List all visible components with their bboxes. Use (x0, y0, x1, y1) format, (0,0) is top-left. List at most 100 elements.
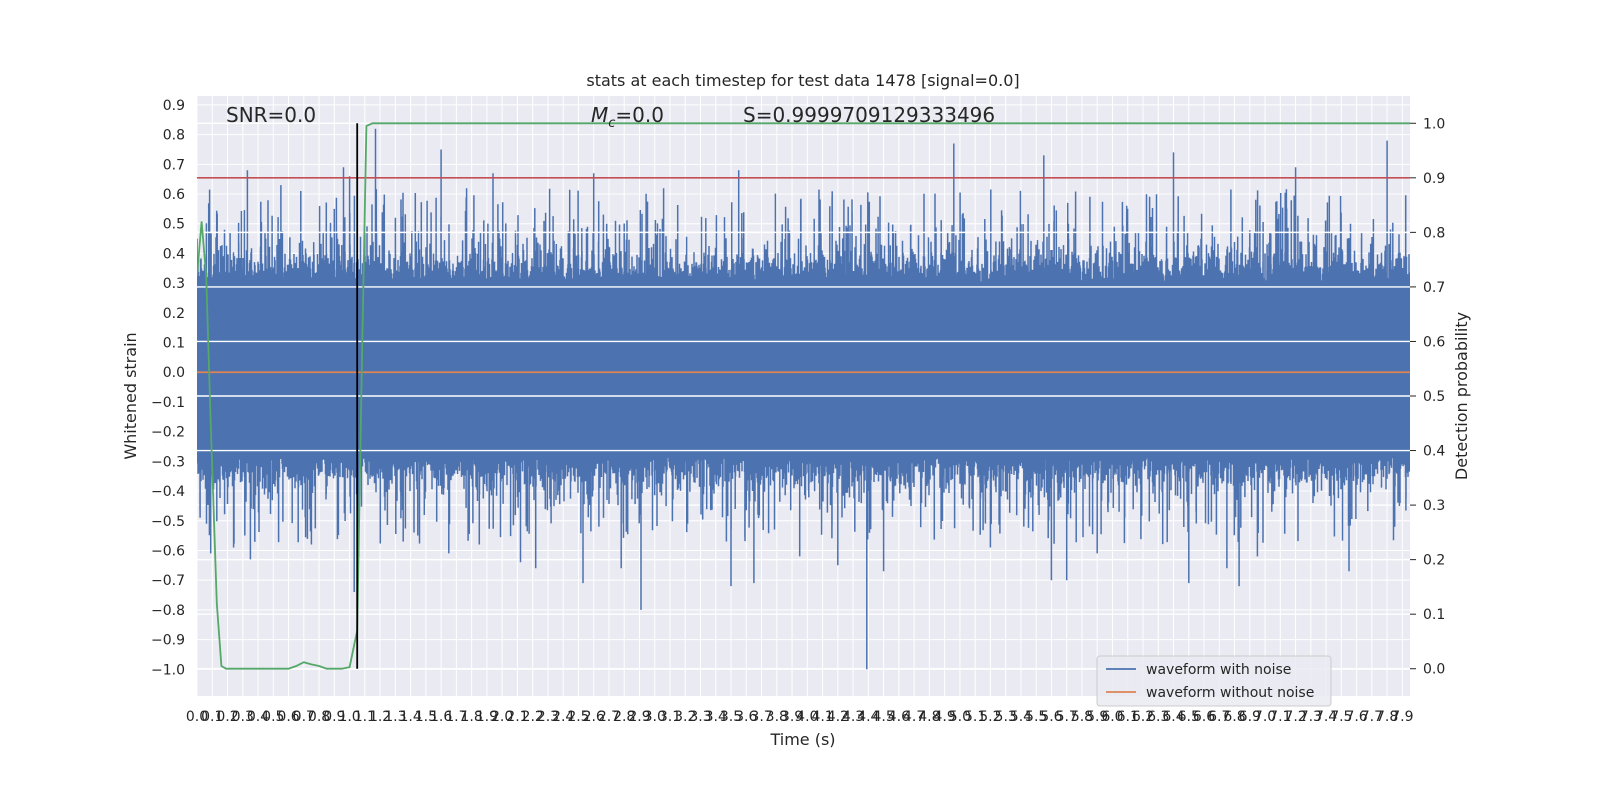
x-axis-label: Time (s) (769, 730, 835, 749)
y-tick-label: 0.5 (163, 217, 185, 233)
x-tick-label: 1.2 (369, 709, 391, 725)
x-tick-label: 1.5 (415, 709, 437, 725)
x-tick-label: 2.2 (522, 709, 544, 725)
x-tick-label: 0.9 (323, 709, 345, 725)
y-tick-label: 0.8 (163, 128, 185, 144)
y-tick-label: −0.8 (151, 603, 185, 619)
y2-tick-label: 0.4 (1423, 444, 1445, 460)
y-tick-label: 0.9 (163, 98, 185, 114)
y-tick-label: −0.7 (151, 573, 185, 589)
y2-axis-label: Detection probability (1452, 312, 1471, 480)
y2-tick-label: 0.8 (1423, 225, 1445, 241)
x-tick-label: 5.6 (1040, 709, 1062, 725)
y-tick-label: −0.3 (151, 454, 185, 470)
y-tick-label: 0.2 (163, 306, 185, 322)
x-tick-label: 7.3 (1300, 709, 1322, 725)
x-tick-label: 0.5 (262, 709, 284, 725)
y2-tick-label: 0.1 (1423, 607, 1445, 623)
x-tick-label: 5.8 (1071, 709, 1093, 725)
snr-annotation: SNR=0.0 (226, 103, 316, 127)
x-tick-label: 5.7 (1056, 709, 1078, 725)
y-tick-label: 0.6 (163, 187, 185, 203)
legend: waveform with noise waveform without noi… (1096, 655, 1332, 707)
y2-axis-ticks: 0.0 0.1 0.2 0.3 0.4 0.5 0.6 0.7 0.8 0.9 1.0 (1410, 116, 1445, 678)
x-tick-label: 6.0 (1101, 709, 1123, 725)
x-tick-label: 6.9 (1239, 709, 1261, 725)
x-tick-label: 2.0 (491, 709, 513, 725)
y-tick-label: −1.0 (151, 662, 185, 678)
x-tick-label: 0.4 (247, 709, 269, 725)
y-tick-label: −0.4 (151, 484, 185, 500)
x-tick-label: 3.5 (720, 709, 742, 725)
x-tick-label: 4.3 (842, 709, 864, 725)
x-tick-label: 3.8 (766, 709, 788, 725)
y2-tick-label: 0.9 (1423, 171, 1445, 187)
x-tick-label: 7.4 (1315, 709, 1337, 725)
x-tick-label: 0.7 (293, 709, 315, 725)
x-axis-ticks: 0.00.10.20.30.40.50.60.70.80.91.01.11.21… (186, 709, 1414, 725)
y-tick-label: 0.4 (163, 246, 185, 262)
x-tick-label: 0.2 (216, 709, 238, 725)
x-tick-label: 7.8 (1376, 709, 1398, 725)
legend-label-noise: waveform with noise (1146, 662, 1291, 678)
x-tick-label: 4.1 (811, 709, 833, 725)
legend-label-clean: waveform without noise (1146, 685, 1314, 701)
x-tick-label: 6.8 (1223, 709, 1245, 725)
x-tick-label: 1.0 (338, 709, 360, 725)
y-tick-label: 0.0 (163, 365, 185, 381)
y2-tick-label: 0.2 (1423, 553, 1445, 569)
x-tick-label: 5.4 (1010, 709, 1032, 725)
x-tick-label: 0.8 (308, 709, 330, 725)
x-tick-label: 1.3 (384, 709, 406, 725)
y2-tick-label: 0.7 (1423, 280, 1445, 296)
chirp-mass-annotation: Mc=0.0 (591, 103, 664, 131)
x-tick-label: 6.7 (1208, 709, 1230, 725)
y-axis-ticks: −1.0 −0.9 −0.8 −0.7 −0.6 −0.5 −0.4 −0.3 −0.2 −0.1… (151, 98, 185, 678)
x-tick-label: 3.3 (689, 709, 711, 725)
x-tick-label: 7.2 (1284, 709, 1306, 725)
x-tick-label: 5.9 (1086, 709, 1108, 725)
y-tick-label: −0.5 (151, 514, 185, 530)
x-tick-label: 3.4 (705, 709, 727, 725)
x-tick-label: 7.0 (1254, 709, 1276, 725)
chirp-mass-value: =0.0 (615, 103, 664, 127)
x-tick-label: 1.9 (476, 709, 498, 725)
x-tick-label: 2.5 (567, 709, 589, 725)
x-tick-label: 4.8 (918, 709, 940, 725)
x-tick-label: 2.6 (583, 709, 605, 725)
x-tick-label: 0.3 (232, 709, 254, 725)
chirp-mass-subscript: c (608, 116, 615, 131)
x-tick-label: 6.6 (1193, 709, 1215, 725)
x-tick-label: 0.0 (186, 709, 208, 725)
y2-tick-label: 0.0 (1423, 662, 1445, 678)
x-tick-label: 3.1 (659, 709, 681, 725)
x-tick-label: 4.0 (796, 709, 818, 725)
x-tick-label: 3.6 (735, 709, 757, 725)
x-tick-label: 5.2 (979, 709, 1001, 725)
x-tick-label: 3.9 (781, 709, 803, 725)
x-tick-label: 7.1 (1269, 709, 1291, 725)
x-tick-label: 6.4 (1162, 709, 1184, 725)
x-tick-label: 3.0 (644, 709, 666, 725)
score-annotation: S=0.9999709129333496 (743, 103, 995, 127)
x-tick-label: 6.2 (1132, 709, 1154, 725)
x-tick-label: 1.7 (445, 709, 467, 725)
y2-tick-label: 0.6 (1423, 334, 1445, 350)
chart-title: stats at each timestep for test data 147… (586, 71, 1019, 90)
chirp-mass-symbol: M (591, 103, 608, 127)
x-tick-label: 4.2 (827, 709, 849, 725)
x-tick-label: 6.5 (1178, 709, 1200, 725)
x-tick-label: 1.1 (354, 709, 376, 725)
y-axis-label: Whitened strain (121, 332, 140, 459)
x-tick-label: 1.4 (399, 709, 421, 725)
y-tick-label: −0.6 (151, 543, 185, 559)
x-tick-label: 2.1 (506, 709, 528, 725)
x-tick-label: 4.4 (857, 709, 879, 725)
series-layer (197, 122, 1410, 670)
x-tick-label: 7.7 (1361, 709, 1383, 725)
y-tick-label: −0.9 (151, 633, 185, 649)
x-tick-label: 7.9 (1391, 709, 1413, 725)
y-tick-label: −0.2 (151, 425, 185, 441)
